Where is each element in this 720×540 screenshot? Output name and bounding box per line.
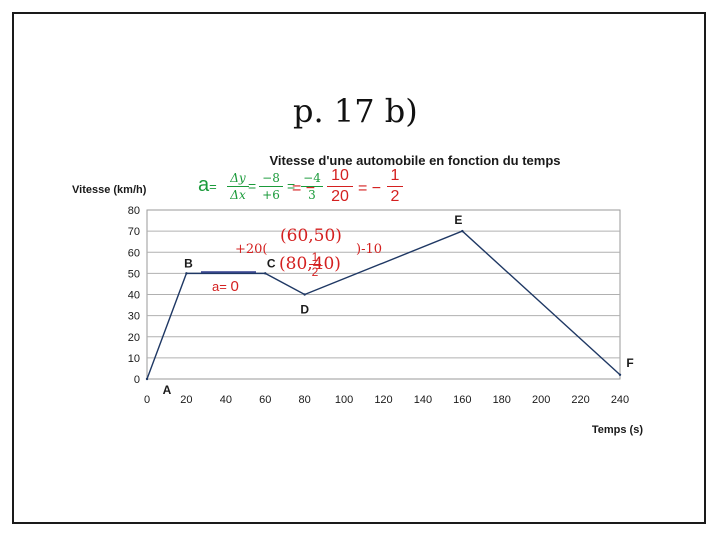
x-tick-label: 120: [374, 394, 392, 406]
a-zero-prefix: a=: [212, 279, 227, 294]
fraction-1: −8 +6: [259, 170, 283, 203]
point-label: F: [626, 356, 633, 370]
y-tick-label: 0: [134, 374, 140, 386]
fraction-2: −4 3: [301, 170, 323, 203]
red-result: 1 2: [387, 166, 403, 207]
delta-y: Δy: [230, 171, 246, 185]
fraction-2-num: −4: [303, 171, 321, 185]
data-point: [145, 377, 149, 381]
y-tick-label: 70: [128, 226, 140, 238]
red-result-num: 1: [390, 167, 400, 184]
x-tick-label: 140: [414, 394, 432, 406]
x-tick-label: 60: [259, 394, 271, 406]
slide-frame: [12, 12, 706, 524]
y-tick-label: 50: [128, 268, 140, 280]
y-axis-label: Vitesse (km/h): [72, 184, 147, 196]
series-line: [146, 230, 621, 380]
point-label: A: [163, 383, 172, 397]
minus-ten: )-10: [356, 242, 383, 257]
slide-title: p. 17 b): [293, 92, 418, 130]
plus-twenty: +20(: [235, 242, 268, 257]
slope-fraction-delta: Δy Δx: [227, 170, 249, 203]
y-tick-label: 30: [128, 311, 140, 323]
point-label: B: [184, 256, 193, 270]
y-tick-label: 60: [128, 247, 140, 259]
x-axis-label: Temps (s): [592, 424, 643, 436]
chart-title: Vitesse d'une automobile en fonction du …: [269, 153, 560, 168]
eq-sign-1: =: [248, 178, 257, 194]
red-eq-2: = −: [358, 180, 382, 197]
a-zero-value: 0: [230, 278, 239, 295]
x-tick-label: 220: [571, 394, 589, 406]
y-tick-label: 20: [128, 332, 140, 344]
point-label: D: [300, 303, 309, 317]
slope-equals: =: [209, 179, 217, 194]
red-eq-1: = −: [292, 180, 316, 197]
half-num: 1: [311, 250, 319, 264]
data-point: [461, 229, 464, 233]
slope-label: a=: [198, 174, 217, 197]
x-tick-label: 180: [493, 394, 511, 406]
data-point: [264, 272, 267, 275]
fraction-1-den: +6: [262, 188, 280, 202]
x-tick-label: 240: [611, 394, 629, 406]
x-tick-label: 40: [220, 394, 232, 406]
data-point: [303, 293, 306, 296]
data-point: [618, 373, 622, 376]
eq-sign-2: =: [287, 178, 296, 194]
x-tick-label: 100: [335, 394, 353, 406]
point-c-coords: (60,50): [280, 226, 342, 246]
half-den: 2: [311, 265, 319, 279]
x-tick-label: 80: [299, 394, 311, 406]
data-point: [185, 272, 188, 275]
fraction-1-num: −8: [262, 171, 280, 185]
point-label: E: [454, 213, 462, 227]
point-label: C: [267, 256, 276, 270]
x-tick-label: 200: [532, 394, 550, 406]
x-tick-label: 20: [180, 394, 192, 406]
a-zero-label: a= 0: [212, 278, 239, 295]
fraction-2-den: 3: [308, 188, 316, 202]
y-tick-label: 80: [128, 205, 140, 217]
red-fraction: 10 20: [327, 166, 353, 207]
red-fraction-num: 10: [331, 167, 349, 184]
y-tick-label: 10: [128, 353, 140, 365]
y-tick-label: 40: [128, 290, 140, 302]
red-result-den: 2: [390, 188, 400, 205]
x-tick-label: 160: [453, 394, 471, 406]
red-fraction-den: 20: [331, 188, 349, 205]
delta-x: Δx: [230, 188, 246, 202]
x-tick-label: 0: [144, 394, 150, 406]
half-fraction: 1 2: [309, 250, 321, 279]
slope-letter: a: [198, 174, 210, 196]
